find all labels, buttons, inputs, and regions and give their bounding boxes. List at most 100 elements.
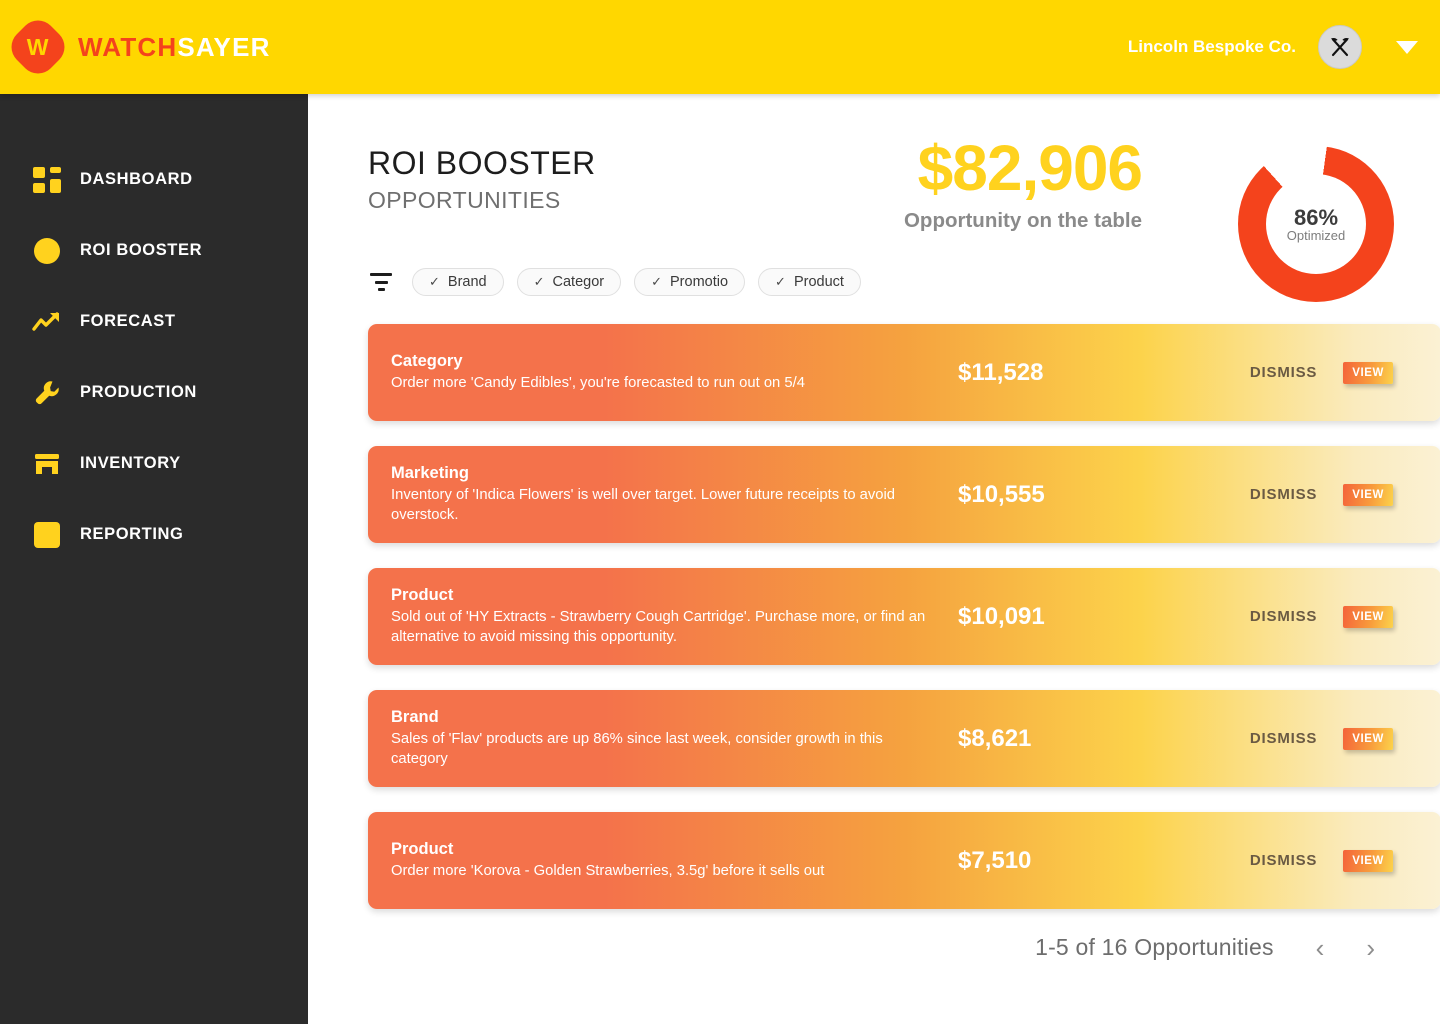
circle-icon bbox=[30, 234, 64, 268]
filter-chip-promotion[interactable]: ✓ Promotio bbox=[634, 268, 746, 296]
card-value: $10,555 bbox=[958, 480, 1045, 508]
trend-up-icon bbox=[30, 305, 64, 339]
view-button[interactable]: VIEW bbox=[1343, 727, 1393, 750]
pagination: 1-5 of 16 Opportunities ‹ › bbox=[368, 934, 1422, 961]
page-titles: ROI BOOSTER OPPORTUNITIES bbox=[368, 138, 596, 214]
store-icon bbox=[30, 447, 64, 481]
card-description: Sold out of 'HY Extracts - Strawberry Co… bbox=[391, 608, 926, 645]
card-actions: DISMISS VIEW bbox=[1249, 849, 1440, 872]
main-content: ROI BOOSTER OPPORTUNITIES $82,906 Opport… bbox=[308, 94, 1440, 1024]
sidebar-label-inventory: INVENTORY bbox=[80, 454, 181, 472]
opportunity-list: Category Order more 'Candy Edibles', you… bbox=[368, 324, 1440, 909]
brand-logo[interactable]: W WATCHSAYER bbox=[4, 13, 271, 81]
sidebar-item-forecast[interactable]: FORECAST bbox=[0, 286, 308, 357]
filter-chip-label: Categor bbox=[552, 274, 605, 290]
card-text: Product Order more 'Korova - Golden Stra… bbox=[368, 840, 958, 882]
dismiss-button[interactable]: DISMISS bbox=[1249, 608, 1318, 625]
watchsayer-logo-icon: W bbox=[4, 13, 72, 81]
brand-word-watch: WATCH bbox=[78, 31, 178, 62]
pagination-next-button[interactable]: › bbox=[1366, 932, 1375, 963]
card-actions: DISMISS VIEW bbox=[1249, 361, 1440, 384]
card-text: Category Order more 'Candy Edibles', you… bbox=[368, 352, 958, 394]
grid-icon bbox=[30, 163, 64, 197]
kpi-label: Opportunity on the table bbox=[903, 208, 1142, 232]
card-category: Marketing bbox=[391, 463, 469, 482]
kpi-value: $82,906 bbox=[917, 132, 1143, 204]
card-value: $7,510 bbox=[958, 846, 1032, 874]
dismiss-button[interactable]: DISMISS bbox=[1249, 364, 1318, 381]
opportunity-card[interactable]: Brand Sales of 'Flav' products are up 86… bbox=[368, 690, 1440, 787]
donut-percent: 86% bbox=[1293, 204, 1339, 230]
filter-chip-label: Brand bbox=[447, 274, 487, 290]
page-subtitle: OPPORTUNITIES bbox=[368, 187, 561, 214]
wrench-icon bbox=[30, 376, 64, 410]
card-value: $11,528 bbox=[958, 358, 1044, 386]
card-actions: DISMISS VIEW bbox=[1249, 483, 1440, 506]
logo-letter: W bbox=[27, 33, 49, 60]
sidebar-label-production: PRODUCTION bbox=[80, 383, 197, 401]
account-area: Lincoln Bespoke Co. bbox=[1128, 25, 1440, 69]
card-text: Product Sold out of 'HY Extracts - Straw… bbox=[368, 586, 958, 647]
card-description: Order more 'Candy Edibles', you're forec… bbox=[391, 374, 805, 391]
opportunity-card[interactable]: Category Order more 'Candy Edibles', you… bbox=[368, 324, 1440, 421]
card-category: Category bbox=[391, 351, 463, 370]
opportunity-card[interactable]: Marketing Inventory of 'Indica Flowers' … bbox=[368, 446, 1440, 543]
view-button[interactable]: VIEW bbox=[1343, 483, 1393, 506]
company-name: Lincoln Bespoke Co. bbox=[1127, 37, 1296, 56]
card-description: Inventory of 'Indica Flowers' is well ov… bbox=[391, 486, 896, 523]
donut-center-text: 86% Optimized bbox=[1287, 206, 1346, 243]
dismiss-button[interactable]: DISMISS bbox=[1249, 730, 1318, 747]
chevron-down-icon[interactable] bbox=[1396, 40, 1418, 54]
card-value: $10,091 bbox=[958, 602, 1045, 630]
pagination-prev-button[interactable]: ‹ bbox=[1315, 932, 1325, 963]
card-text: Marketing Inventory of 'Indica Flowers' … bbox=[368, 464, 958, 525]
check-icon: ✓ bbox=[429, 274, 440, 289]
sidebar-label-dashboard: DASHBOARD bbox=[80, 170, 193, 188]
filter-chip-brand[interactable]: ✓ Brand bbox=[412, 268, 504, 296]
sidebar-item-reporting[interactable]: REPORTING bbox=[0, 499, 308, 570]
sidebar-label-forecast: FORECAST bbox=[80, 312, 176, 330]
filter-bar: ✓ Brand ✓ Categor ✓ Promotio ✓ Product bbox=[368, 262, 1422, 302]
check-icon: ✓ bbox=[775, 274, 786, 289]
filter-chip-label: Promotio bbox=[670, 274, 729, 290]
card-description: Order more 'Korova - Golden Strawberries… bbox=[391, 862, 825, 879]
view-button[interactable]: VIEW bbox=[1343, 361, 1393, 384]
filter-chip-product[interactable]: ✓ Product bbox=[758, 268, 861, 296]
filter-chip-category[interactable]: ✓ Categor bbox=[516, 268, 622, 296]
view-button[interactable]: VIEW bbox=[1343, 605, 1393, 628]
sidebar-item-inventory[interactable]: INVENTORY bbox=[0, 428, 308, 499]
sidebar-item-production[interactable]: PRODUCTION bbox=[0, 357, 308, 428]
top-bar: W WATCHSAYER Lincoln Bespoke Co. bbox=[0, 0, 1440, 94]
sidebar-item-roi-booster[interactable]: ROI BOOSTER bbox=[0, 215, 308, 286]
pagination-summary: 1-5 of 16 Opportunities bbox=[1035, 934, 1274, 960]
card-category: Product bbox=[391, 839, 454, 858]
avatar[interactable] bbox=[1318, 25, 1362, 69]
brand-word-sayer: SAYER bbox=[177, 31, 271, 62]
page-title: ROI BOOSTER bbox=[368, 145, 596, 181]
check-icon: ✓ bbox=[533, 274, 545, 289]
card-description: Sales of 'Flav' products are up 86% sinc… bbox=[391, 730, 883, 767]
opportunity-card[interactable]: Product Sold out of 'HY Extracts - Straw… bbox=[368, 568, 1440, 665]
kpi-block: $82,906 Opportunity on the table bbox=[903, 132, 1143, 233]
sidebar-label-reporting: REPORTING bbox=[80, 525, 184, 543]
page-header: ROI BOOSTER OPPORTUNITIES $82,906 Opport… bbox=[368, 132, 1422, 302]
dismiss-button[interactable]: DISMISS bbox=[1249, 486, 1318, 503]
sidebar: DASHBOARD ROI BOOSTER FORECAST PRODUCTIO… bbox=[0, 94, 308, 1024]
sidebar-item-dashboard[interactable]: DASHBOARD bbox=[0, 144, 308, 215]
sidebar-label-roi-booster: ROI BOOSTER bbox=[80, 241, 203, 259]
crossed-axes-icon bbox=[1331, 37, 1349, 57]
dismiss-button[interactable]: DISMISS bbox=[1249, 852, 1318, 869]
card-category: Product bbox=[391, 585, 454, 604]
card-actions: DISMISS VIEW bbox=[1249, 727, 1440, 750]
brand-wordmark: WATCHSAYER bbox=[78, 32, 271, 63]
card-category: Brand bbox=[391, 707, 439, 726]
optimization-donut-chart: 86% Optimized bbox=[1238, 146, 1394, 302]
card-actions: DISMISS VIEW bbox=[1249, 605, 1440, 628]
filter-chip-label: Product bbox=[793, 274, 844, 290]
opportunity-card[interactable]: Product Order more 'Korova - Golden Stra… bbox=[368, 812, 1440, 909]
donut-caption: Optimized bbox=[1286, 227, 1346, 243]
square-icon bbox=[30, 518, 64, 552]
filter-icon[interactable] bbox=[368, 273, 394, 291]
card-value: $8,621 bbox=[958, 724, 1032, 752]
view-button[interactable]: VIEW bbox=[1343, 849, 1393, 872]
